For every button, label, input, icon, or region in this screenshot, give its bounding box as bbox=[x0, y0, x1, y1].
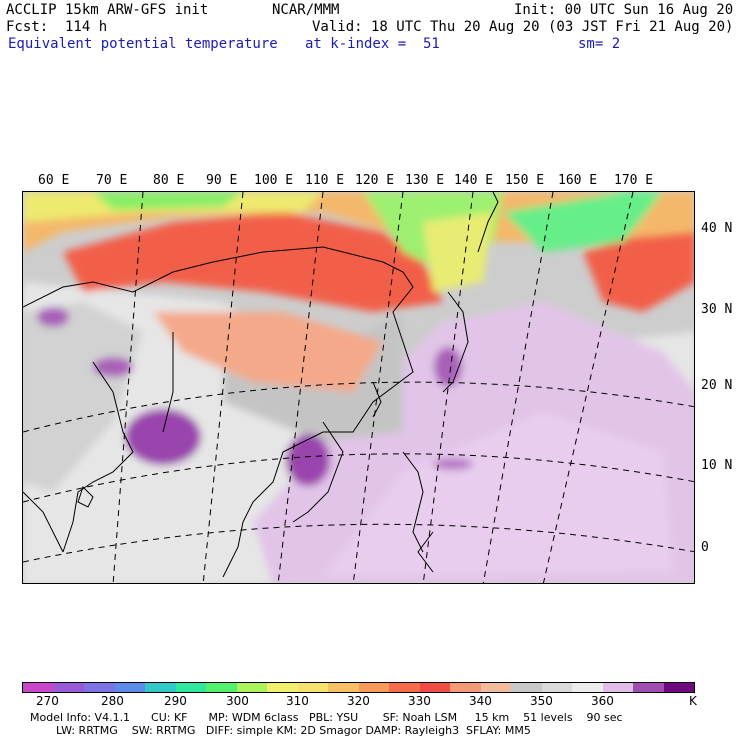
lat-label: 0 bbox=[701, 540, 709, 555]
colorbar-swatch bbox=[297, 683, 328, 692]
map-panel bbox=[22, 191, 695, 584]
colorbar-tick-label: 300 bbox=[226, 694, 249, 708]
init-time: Init: 00 UTC Sun 16 Aug 20 bbox=[514, 2, 734, 18]
graticule bbox=[23, 192, 694, 583]
lon-label: 170 E bbox=[614, 173, 654, 188]
colorbar-tick-label: 310 bbox=[286, 694, 309, 708]
colorbar-swatch bbox=[53, 683, 84, 692]
model-info-line1: Model Info: V4.1.1 CU: KF MP: WDM 6class… bbox=[30, 711, 623, 724]
colorbar-swatch bbox=[511, 683, 542, 692]
colorbar-swatch bbox=[633, 683, 664, 692]
colorbar-unit: K bbox=[689, 694, 697, 708]
colorbar-tick-label: 320 bbox=[347, 694, 370, 708]
colorbar-swatch bbox=[602, 683, 633, 692]
lon-label: 60 E bbox=[38, 173, 70, 188]
smoothing-label: sm= 2 bbox=[578, 36, 621, 52]
colorbar-tick-label: 270 bbox=[36, 694, 59, 708]
colorbar-swatch bbox=[84, 683, 115, 692]
lon-label: 110 E bbox=[305, 173, 345, 188]
lon-label: 130 E bbox=[405, 173, 445, 188]
lon-label: 140 E bbox=[454, 173, 494, 188]
colorbar-swatch bbox=[206, 683, 237, 692]
model-title: ACCLIP 15km ARW-GFS init bbox=[6, 2, 209, 18]
theta-e-field bbox=[23, 192, 694, 583]
colorbar-swatch bbox=[663, 683, 694, 692]
colorbar-swatch bbox=[236, 683, 267, 692]
colorbar-swatch bbox=[480, 683, 511, 692]
colorbar-tick-label: 280 bbox=[101, 694, 124, 708]
colorbar-swatch bbox=[358, 683, 389, 692]
colorbar-swatch bbox=[267, 683, 298, 692]
forecast-hour: Fcst: 114 h bbox=[6, 19, 108, 35]
colorbar-swatch bbox=[450, 683, 481, 692]
colorbar-tick-label: 290 bbox=[164, 694, 187, 708]
colorbar-tick-label: 340 bbox=[469, 694, 492, 708]
colorbar-swatch bbox=[328, 683, 359, 692]
lon-label: 160 E bbox=[558, 173, 598, 188]
lat-label: 40 N bbox=[701, 221, 733, 236]
colorbar-swatch bbox=[175, 683, 206, 692]
org-label: NCAR/MMM bbox=[272, 2, 340, 18]
colorbar-swatch bbox=[541, 683, 572, 692]
lat-label: 10 N bbox=[701, 458, 733, 473]
lat-label: 20 N bbox=[701, 378, 733, 393]
field-name: Equivalent potential temperature bbox=[8, 36, 278, 52]
colorbar-tick-label: 350 bbox=[530, 694, 553, 708]
lon-label: 150 E bbox=[505, 173, 545, 188]
lon-label: 90 E bbox=[206, 173, 238, 188]
level-label: at k-index = 51 bbox=[305, 36, 440, 52]
colorbar-tick-label: 360 bbox=[591, 694, 614, 708]
lon-label: 70 E bbox=[96, 173, 128, 188]
lon-label: 100 E bbox=[254, 173, 294, 188]
valid-time: Valid: 18 UTC Thu 20 Aug 20 (03 JST Fri … bbox=[312, 19, 734, 35]
colorbar-swatch bbox=[23, 683, 54, 692]
colorbar-swatch bbox=[572, 683, 603, 692]
colorbar-tick-label: 330 bbox=[408, 694, 431, 708]
colorbar-swatch bbox=[419, 683, 450, 692]
colorbar-swatch bbox=[145, 683, 176, 692]
colorbar-swatch bbox=[114, 683, 145, 692]
lon-label: 120 E bbox=[355, 173, 395, 188]
model-info-line2: LW: RRTMG SW: RRTMG DIFF: simple KM: 2D … bbox=[56, 724, 531, 737]
coastlines bbox=[23, 192, 499, 578]
colorbar-swatch bbox=[389, 683, 420, 692]
lon-label: 80 E bbox=[153, 173, 185, 188]
lat-label: 30 N bbox=[701, 302, 733, 317]
colorbar bbox=[22, 682, 695, 693]
